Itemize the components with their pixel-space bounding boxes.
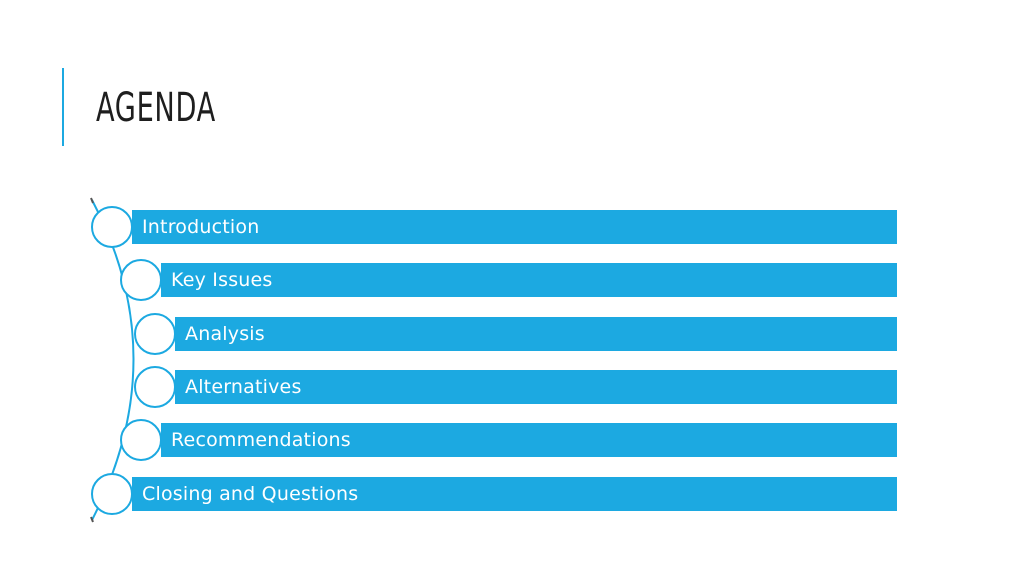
agenda-item-key-issues: Key Issues	[161, 263, 897, 297]
title-accent-bar	[62, 68, 64, 146]
agenda-item-introduction: Introduction	[132, 210, 897, 244]
agenda-item-analysis: Analysis	[175, 317, 897, 351]
agenda-item-label: Analysis	[185, 323, 265, 345]
agenda-item-label: Closing and Questions	[142, 483, 359, 505]
slide-title: AGENDA	[96, 85, 216, 131]
agenda-item-label: Introduction	[142, 216, 260, 238]
agenda-item-label: Recommendations	[171, 429, 351, 451]
agenda-bullet-circle	[91, 206, 133, 248]
agenda-item-recommendations: Recommendations	[161, 423, 897, 457]
agenda-bullet-circle	[134, 366, 176, 408]
agenda-item-closing-and-questions: Closing and Questions	[132, 477, 897, 511]
agenda-bullet-circle	[120, 419, 162, 461]
agenda-bullet-circle	[120, 259, 162, 301]
agenda-bullet-circle	[134, 313, 176, 355]
agenda-item-alternatives: Alternatives	[175, 370, 897, 404]
agenda-bullet-circle	[91, 473, 133, 515]
agenda-item-label: Alternatives	[185, 376, 302, 398]
agenda-item-label: Key Issues	[171, 269, 273, 291]
